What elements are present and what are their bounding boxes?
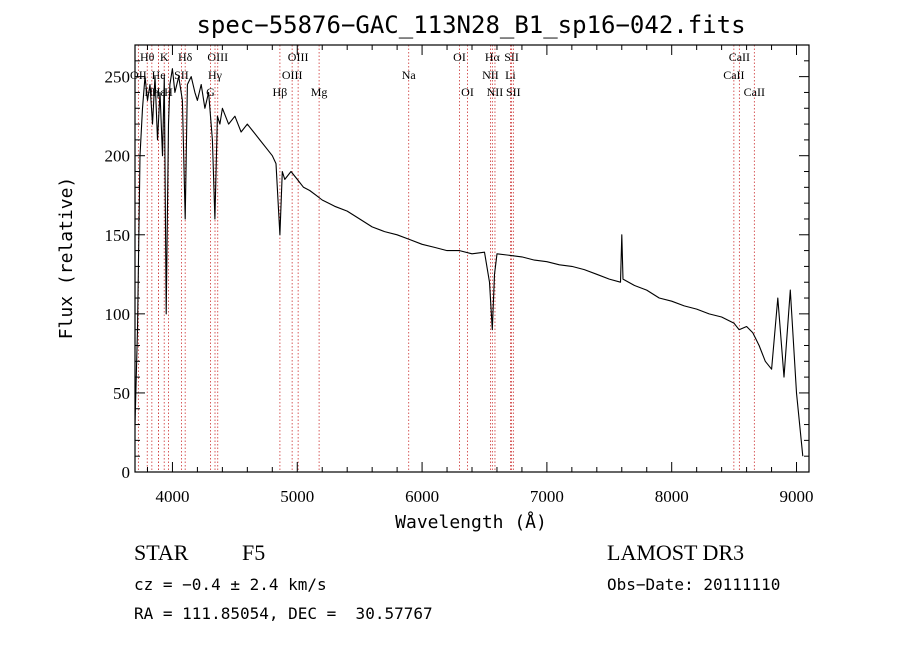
line-label: H [164,85,173,99]
line-label: SII [504,50,519,64]
y-tick-label: 150 [105,226,131,245]
y-axis-label: Flux (relative) [56,177,77,340]
series-layer [134,68,804,457]
x-axis-label: Wavelength (Å) [395,511,547,533]
object-subclass: F5 [242,540,266,565]
line-label: Hα [485,50,501,64]
line-label: Hθ [140,50,155,64]
object-class: STAR [134,540,189,565]
y-tick-label: 50 [113,384,130,403]
line-label: Na [402,68,417,82]
line-label: NII [487,85,504,99]
y-tick-label: 200 [105,147,131,166]
y-tick-label: 0 [122,463,131,482]
x-axis: 4000 5000 6000 7000 8000 9000 [146,45,814,506]
line-label: OII [130,68,147,82]
y-tick-label: 100 [105,305,131,324]
spectrum-line [134,68,804,457]
line-label: OI [461,85,474,99]
line-label: OIII [207,50,228,64]
coordinates: RA = 111.85054, DEC = 30.57767 [134,604,433,623]
line-label: K [160,50,169,64]
line-label: Hγ [208,68,223,82]
x-tick-label: 8000 [655,487,689,506]
line-label: SII [174,68,189,82]
x-tick-label: 9000 [780,487,814,506]
chart-title: spec−55876−GAC_113N28_B1_sp16−042.fits [196,11,745,39]
line-label: CaII [723,68,744,82]
y-axis: 0 50 100 150 200 250 [105,44,809,482]
x-tick-label: 4000 [155,487,189,506]
line-label: OIII [288,50,309,64]
redshift-velocity: cz = −0.4 ± 2.4 km/s [134,575,327,594]
observation-date: Obs−Date: 20111110 [607,575,781,594]
line-label: Mg [311,85,328,99]
y-tick-label: 250 [105,68,131,87]
line-label: SII [506,85,521,99]
line-label: Hβ [273,85,288,99]
plot-frame [134,44,810,473]
line-label: NII [482,68,499,82]
line-label: Li [505,68,516,82]
line-label: OIII [282,68,303,82]
line-label: OI [453,50,466,64]
x-tick-label: 6000 [405,487,439,506]
line-label: G [206,85,215,99]
line-label: Hδ [178,50,193,64]
survey-name: LAMOST DR3 [607,540,745,565]
x-tick-label: 5000 [280,487,314,506]
line-label: CaII [744,85,765,99]
x-tick-label: 7000 [530,487,564,506]
line-label: CaII [729,50,750,64]
